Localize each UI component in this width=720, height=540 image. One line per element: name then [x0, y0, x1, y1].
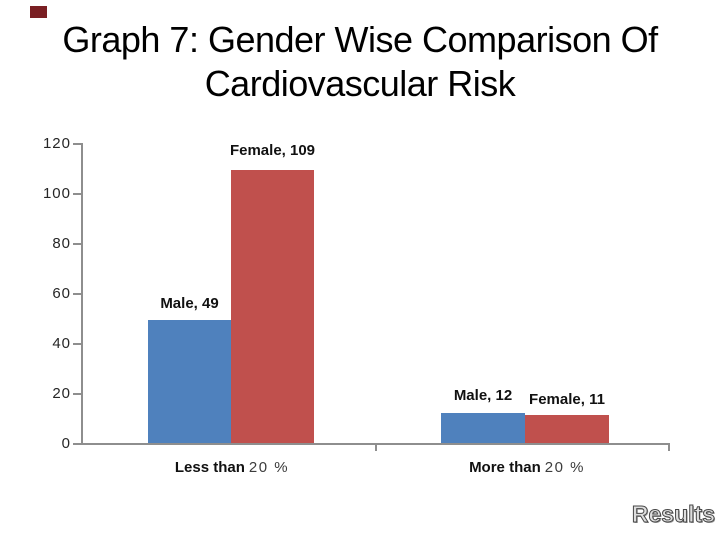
category-label: Less than 20 %: [122, 458, 342, 478]
bar-value-label: Male, 12: [453, 387, 513, 404]
results-label: Results: [631, 501, 715, 528]
y-axis-tick-label: 60: [52, 285, 71, 302]
y-axis-tick: [73, 393, 81, 395]
y-axis-tick-label: 40: [52, 335, 71, 352]
bar-female-group1: [231, 170, 314, 443]
bar-chart: 0 20 40 60 80 100 120 Male, 49 Female, 109 Male, …: [0, 125, 720, 485]
slide-corner-mark: [30, 6, 47, 18]
y-axis-tick: [73, 143, 81, 145]
bar-male-group2: [441, 413, 525, 443]
bar-value-label: Female, 109: [229, 142, 316, 159]
x-axis-tick: [668, 443, 670, 451]
bar-male-group1: [148, 320, 231, 443]
y-axis-tick-label: 80: [52, 235, 71, 252]
chart-title-line-1: Graph 7: Gender Wise Comparison Of: [62, 19, 658, 60]
y-axis-tick-label: 120: [42, 135, 71, 152]
bar-value-label: Female, 11: [529, 391, 605, 408]
bar-female-group2: [525, 415, 609, 443]
y-axis-tick-label: 0: [61, 435, 71, 452]
category-label-text: More than: [469, 459, 541, 476]
category-label: More than 20 %: [417, 458, 637, 478]
chart-title: Graph 7: Gender Wise Comparison Of Cardi…: [0, 18, 720, 106]
y-axis-tick: [73, 243, 81, 245]
chart-title-line-2: Cardiovascular Risk: [204, 63, 516, 104]
category-label-text: Less than: [174, 459, 245, 476]
y-axis-tick: [73, 293, 81, 295]
x-axis-tick: [375, 443, 377, 451]
category-label-value: 20 %: [544, 459, 585, 476]
category-label-value: 20 %: [248, 459, 290, 476]
y-axis-tick: [73, 193, 81, 195]
y-axis-tick-label: 20: [52, 385, 71, 402]
bar-value-label: Male, 49: [160, 295, 219, 312]
y-axis-line: [81, 143, 83, 445]
y-axis-tick-label: 100: [42, 185, 71, 202]
y-axis-tick: [73, 443, 81, 445]
y-axis-tick: [73, 343, 81, 345]
